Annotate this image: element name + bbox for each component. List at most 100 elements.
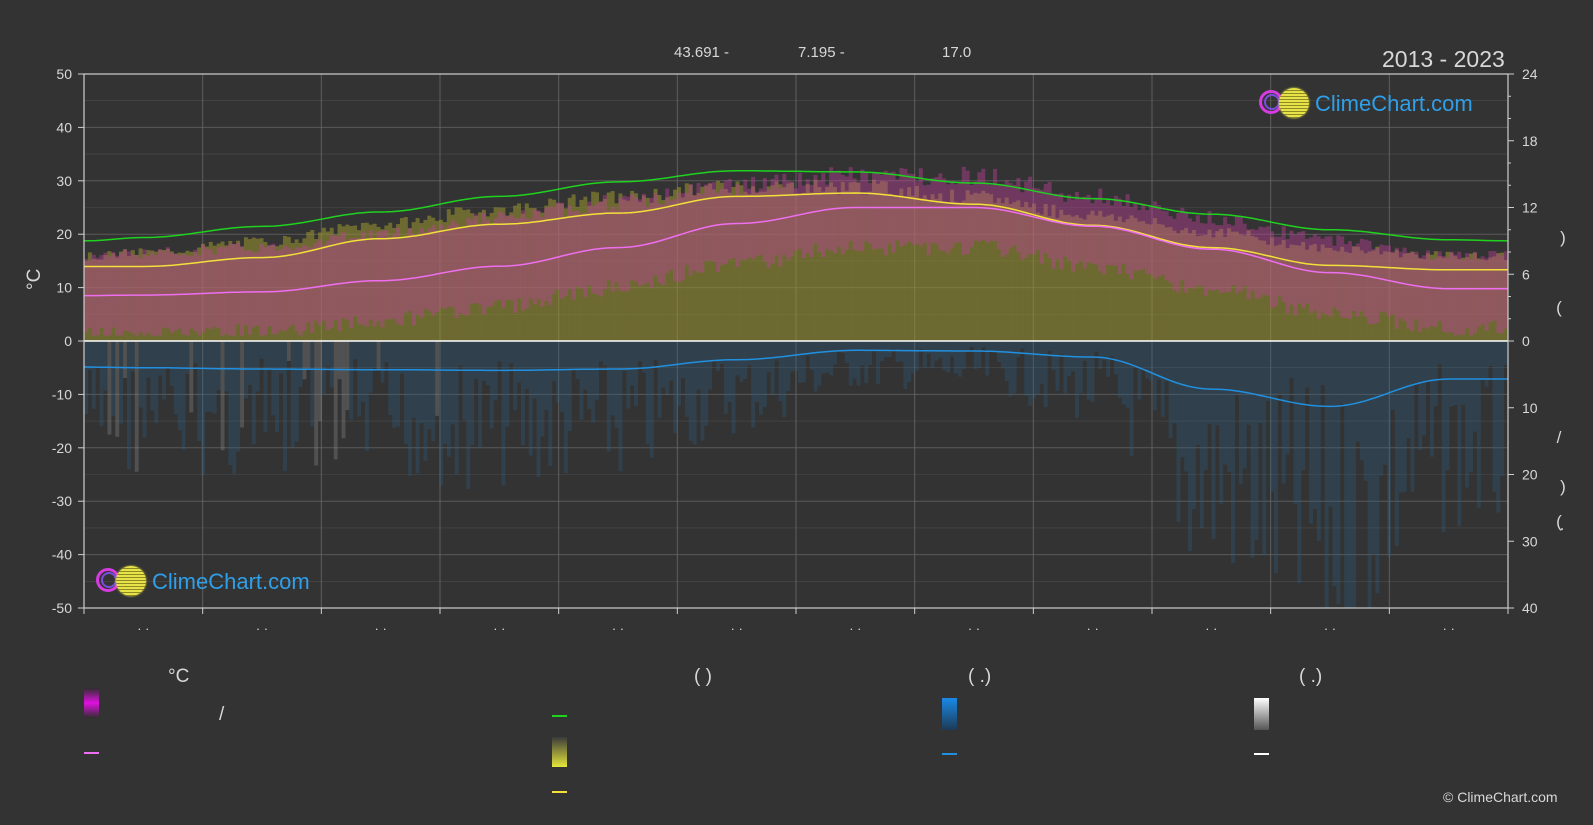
rain-bar bbox=[1207, 341, 1212, 425]
sunshine-bar bbox=[864, 194, 869, 341]
sunshine-bar bbox=[1152, 218, 1157, 341]
temperature-range-bar bbox=[727, 178, 732, 260]
brand-logo-bottom[interactable]: ClimeChart.com bbox=[96, 566, 310, 597]
temperature-range-bar bbox=[427, 228, 432, 312]
sunshine-bar bbox=[692, 195, 697, 341]
rain-bar bbox=[595, 341, 600, 400]
temperature-range-bar bbox=[1106, 199, 1111, 265]
sunshine-bar bbox=[680, 197, 685, 341]
y-right-top-tick-label: 12 bbox=[1522, 200, 1538, 216]
legend-rain-swatch bbox=[942, 698, 957, 730]
rain-bar bbox=[755, 341, 759, 403]
temperature-range-bar bbox=[1398, 251, 1403, 319]
sunshine-bar bbox=[271, 245, 276, 341]
copyright: © ClimeChart.com bbox=[1443, 789, 1558, 805]
sunshine-bar bbox=[1273, 245, 1278, 341]
temperature-range-bar bbox=[1059, 193, 1064, 270]
temperature-range-bar bbox=[1488, 251, 1493, 323]
rain-bar bbox=[470, 341, 475, 446]
sunshine-bar bbox=[1492, 256, 1497, 341]
sunshine-bar bbox=[1429, 254, 1434, 341]
rain-bar bbox=[794, 341, 798, 371]
rain-bar bbox=[622, 341, 627, 371]
temperature-range-bar bbox=[517, 218, 522, 299]
temperature-range-bar bbox=[973, 181, 978, 241]
rain-bar bbox=[185, 341, 190, 374]
rain-bar bbox=[653, 341, 658, 360]
rain-bar bbox=[1117, 341, 1122, 398]
sunshine-bar bbox=[380, 229, 385, 341]
y-left-tick-label: 40 bbox=[56, 119, 72, 135]
temperature-range-bar bbox=[333, 235, 338, 321]
rain-bar bbox=[489, 341, 494, 429]
rain-bar bbox=[571, 341, 576, 369]
temperature-range-bar bbox=[298, 247, 303, 336]
rain-bar bbox=[813, 341, 818, 392]
temperature-range-bar bbox=[419, 228, 424, 318]
sunshine-bar bbox=[1324, 247, 1329, 341]
temperature-range-bar bbox=[645, 206, 650, 283]
sunshine-bar bbox=[630, 190, 635, 341]
sunshine-bar bbox=[1035, 212, 1040, 341]
sunshine-bar bbox=[1180, 230, 1185, 341]
temperature-range-bar bbox=[396, 227, 401, 324]
temperature-range-bar bbox=[520, 210, 525, 311]
rain-bar bbox=[1293, 341, 1298, 504]
rain-bar bbox=[696, 341, 701, 390]
temperature-range-bar bbox=[1164, 211, 1169, 281]
rain-bar bbox=[474, 341, 479, 379]
rain-bar bbox=[852, 341, 857, 379]
rain-bar bbox=[907, 341, 912, 383]
rain-bar bbox=[1246, 341, 1251, 425]
temperature-range-bar bbox=[267, 244, 272, 327]
rain-bar bbox=[602, 341, 607, 366]
temperature-range-bar bbox=[883, 170, 888, 256]
rain-bar bbox=[1153, 341, 1157, 411]
temperature-range-bar bbox=[407, 228, 412, 312]
rain-bar bbox=[552, 341, 557, 382]
temperature-range-bar bbox=[852, 178, 857, 250]
sunshine-bar bbox=[989, 194, 994, 341]
sunshine-bar bbox=[1070, 216, 1075, 341]
rain-bar bbox=[1168, 341, 1173, 439]
sunshine-bar bbox=[95, 259, 100, 341]
temperature-range-bar bbox=[922, 185, 927, 243]
sunshine-bar bbox=[595, 192, 600, 341]
sunshine-bar bbox=[310, 229, 315, 341]
temperature-range-bar bbox=[1211, 223, 1216, 291]
brand-logo-top[interactable]: ClimeChart.com bbox=[1259, 88, 1473, 119]
sunshine-bar bbox=[470, 213, 475, 341]
rain-bar bbox=[778, 341, 783, 402]
sunshine-bar bbox=[427, 215, 432, 341]
temperature-range-bar bbox=[1390, 251, 1395, 315]
temperature-range-bar bbox=[1051, 193, 1056, 269]
legend-snow-header: ( .) bbox=[1299, 666, 1323, 687]
rain-bar bbox=[1032, 341, 1036, 399]
rain-bar bbox=[1164, 341, 1169, 382]
temperature-range-bar bbox=[657, 203, 662, 283]
temperature-range-bar bbox=[965, 170, 970, 255]
temperature-range-bar bbox=[314, 242, 319, 321]
y-right-top-tick-label: 0 bbox=[1522, 333, 1530, 349]
rain-bar bbox=[1039, 341, 1044, 385]
temperature-range-bar bbox=[622, 195, 627, 292]
temperature-range-bar bbox=[563, 216, 568, 297]
rain-bar bbox=[1074, 341, 1079, 418]
rain-bar bbox=[462, 341, 467, 420]
rain-bar bbox=[1270, 341, 1274, 492]
sunshine-bar bbox=[111, 253, 116, 341]
sunshine-bar bbox=[501, 207, 506, 341]
sunshine-bar bbox=[1266, 244, 1271, 341]
sunshine-bar bbox=[99, 259, 104, 341]
rain-bar bbox=[895, 341, 900, 362]
sunshine-bar bbox=[357, 230, 362, 341]
rain-bar bbox=[497, 341, 502, 362]
rain-bar bbox=[1285, 341, 1290, 455]
temperature-range-bar bbox=[1375, 248, 1380, 323]
temperature-range-bar bbox=[1184, 211, 1189, 293]
rain-bar bbox=[930, 341, 935, 369]
temperature-range-bar bbox=[669, 200, 674, 270]
temperature-range-bar bbox=[587, 201, 592, 286]
y-left-tick-label: 0 bbox=[64, 333, 72, 349]
sunshine-bar bbox=[1149, 224, 1154, 341]
